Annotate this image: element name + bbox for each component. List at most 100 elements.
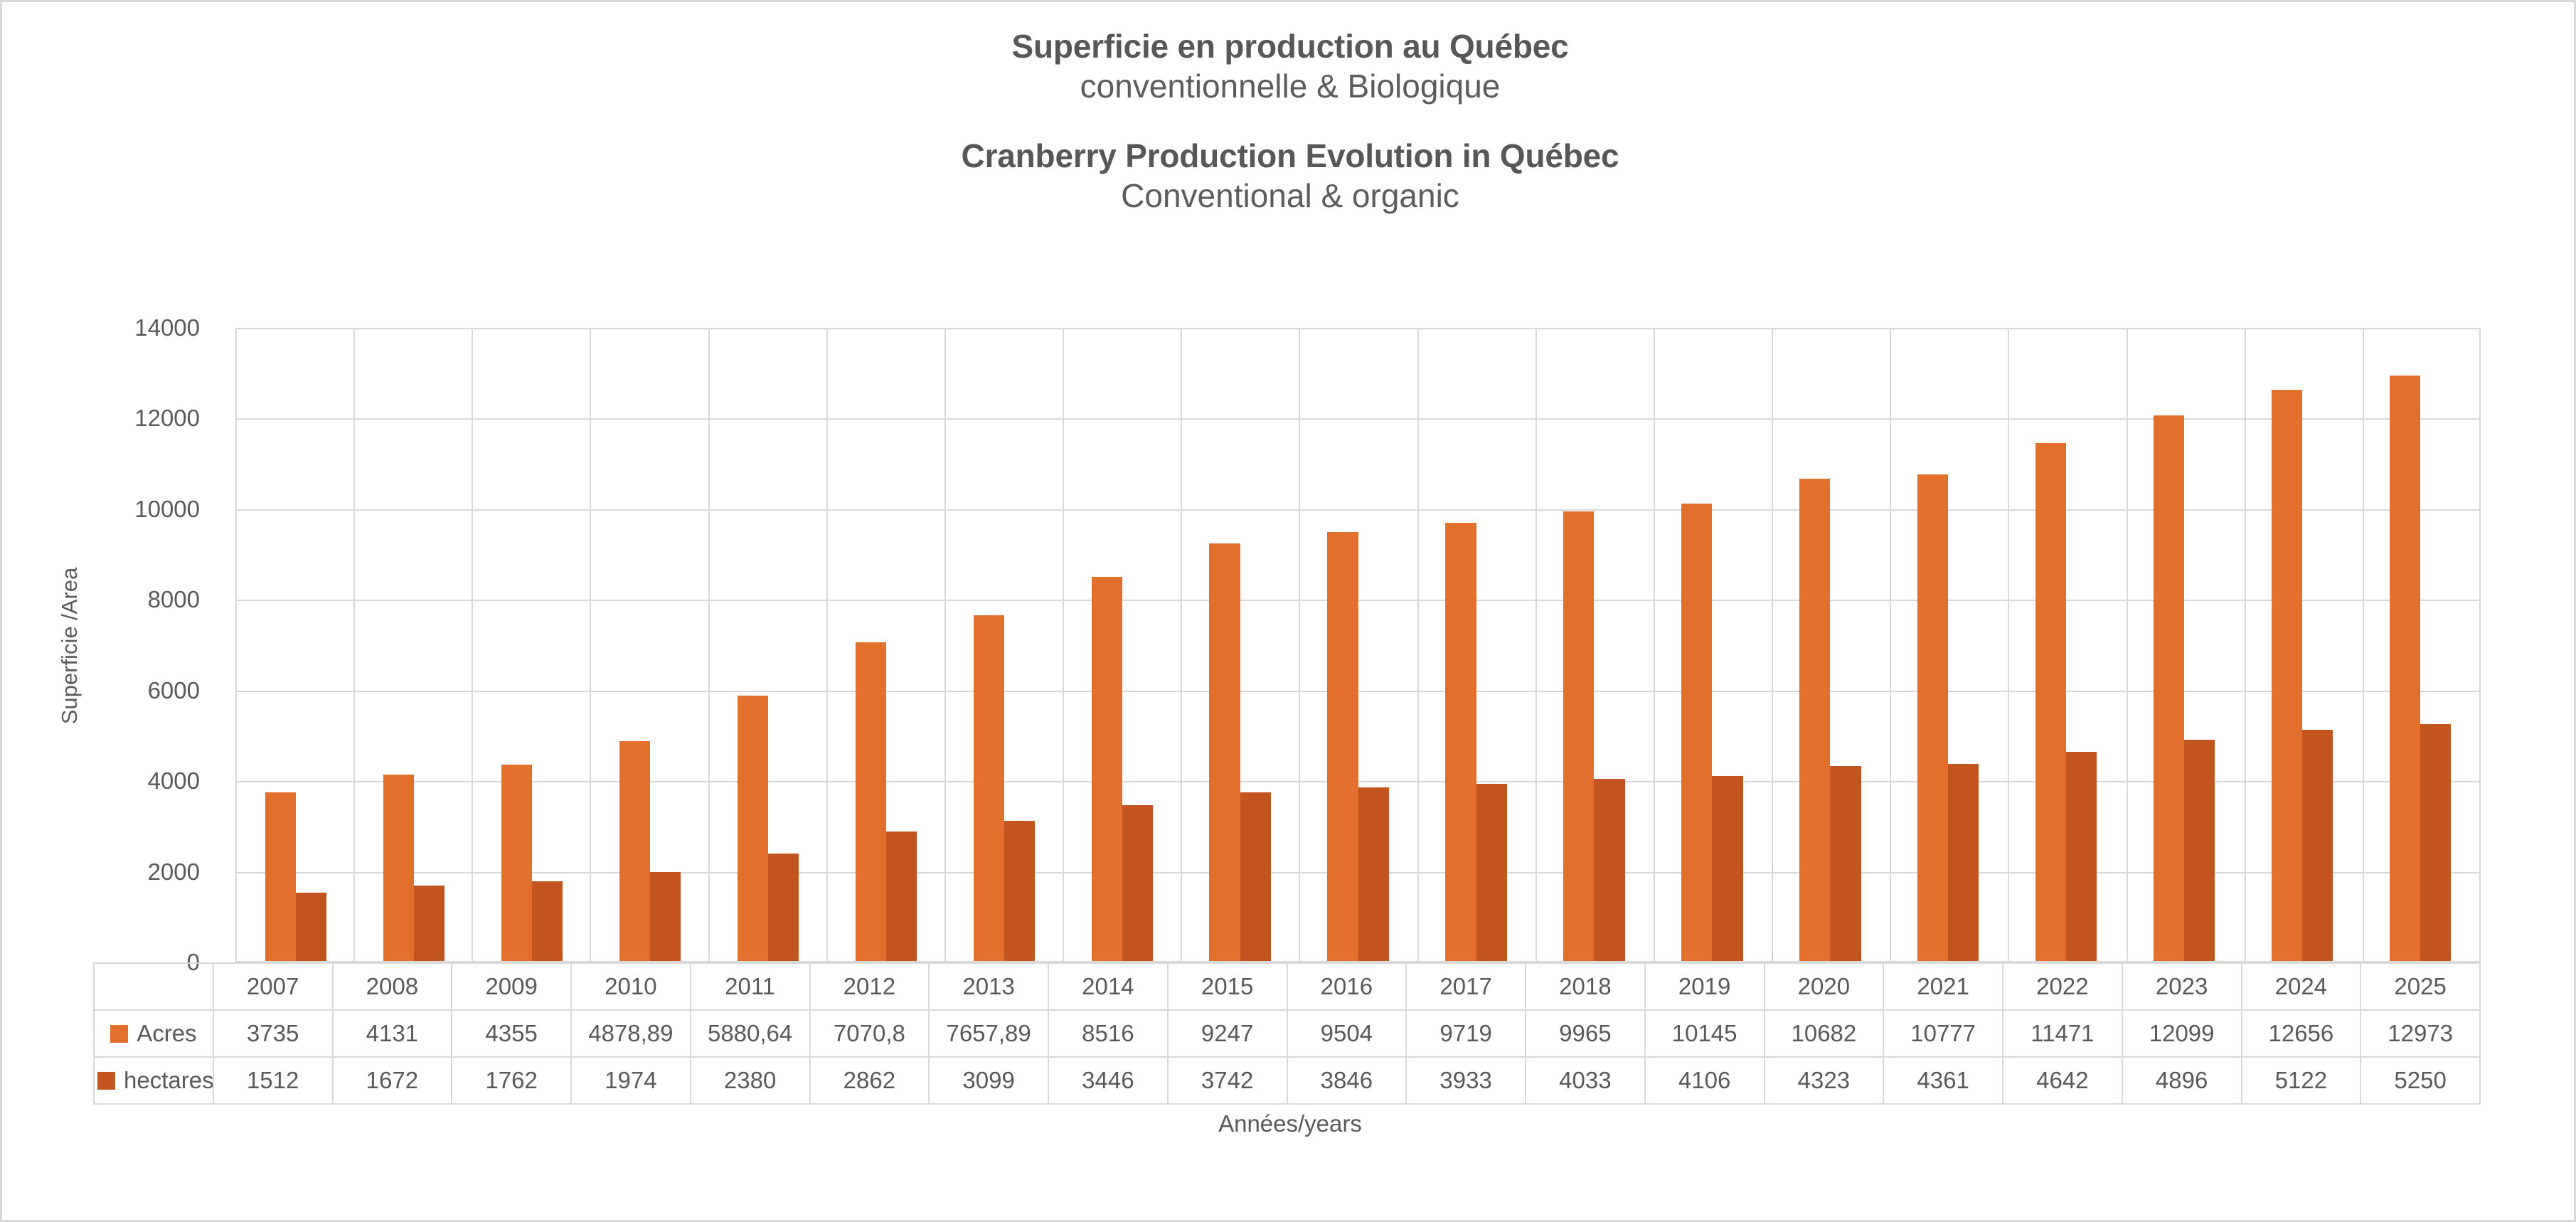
bar-hectares[interactable] [2184,740,2215,961]
table-cell-hectares: 3099 [928,1056,1049,1105]
table-cell-acres: 3735 [212,1009,334,1058]
table-cell-hectares: 3933 [1405,1056,1526,1105]
table-cell-hectares: 5122 [2240,1056,2362,1105]
table-cell-hectares: 1512 [212,1056,334,1105]
bar-group-2008 [355,329,473,961]
legend-label-hectares: hectares [124,1067,213,1093]
bar-pair [1799,329,1861,961]
bar-hectares[interactable] [1358,787,1389,961]
bar-acres[interactable] [2272,390,2303,961]
bar-acres[interactable] [1091,576,1122,961]
bar-group-2017 [1417,329,1536,961]
bar-acres[interactable] [1681,503,1713,961]
bar-hectares[interactable] [1712,775,1743,961]
bar-hectares[interactable] [767,854,799,961]
bar-acres[interactable] [1917,474,1949,961]
bar-pair [619,329,681,961]
bar-acres[interactable] [1327,532,1358,961]
bar-hectares[interactable] [885,832,917,961]
bar-acres[interactable] [973,615,1004,961]
bar-acres[interactable] [737,696,768,961]
bar-pair [1563,329,1625,961]
bar-hectares[interactable] [1240,792,1271,961]
table-cell-year: 2008 [331,962,453,1011]
legend-label-acres: Acres [137,1020,197,1046]
bar-hectares[interactable] [531,881,563,961]
bar-hectares[interactable] [1122,805,1153,961]
bar-pair [1209,329,1271,961]
horizontal-gridline [235,418,2481,420]
table-cell-hectares: 4323 [1763,1056,1885,1105]
bar-pair [501,329,563,961]
bar-group-2021 [1889,329,2007,961]
bar-acres[interactable] [2154,415,2185,961]
bar-acres[interactable] [1799,479,1831,961]
bar-acres[interactable] [383,774,414,961]
data-table-body: 2007 2008 2009 2010 2011 2012 2013 2014 2015 2016… [93,962,2481,1105]
table-corner-cell [93,962,214,1011]
bar-hectares[interactable] [1594,779,1625,961]
bar-hectares[interactable] [2066,751,2097,961]
bar-acres[interactable] [1563,511,1595,961]
vertical-gridline [2362,328,2364,962]
bar-pair [737,329,799,961]
legend-hectares[interactable]: hectares [93,1056,214,1105]
title-en-sub: Conventional & organic [1121,177,1459,215]
bar-hectares[interactable] [2420,724,2452,961]
bar-pair [1445,329,1507,961]
vertical-gridline [472,328,474,962]
bar-acres[interactable] [2035,443,2067,961]
bar-group-2018 [1535,329,1653,961]
bar-hectares[interactable] [1948,764,1979,961]
bar-acres[interactable] [2389,376,2421,961]
legend-acres[interactable]: Acres [93,1009,214,1058]
table-cell-year: 2012 [809,962,930,1011]
vertical-gridline [1890,328,1892,962]
bar-acres[interactable] [1209,543,1240,961]
bar-pair [1681,329,1743,961]
vertical-gridline [1535,328,1537,962]
bars-container [237,329,2479,961]
bar-acres[interactable] [619,740,650,961]
table-cell-acres: 7070,8 [809,1009,930,1058]
bar-group-2012 [827,329,945,961]
bar-hectares[interactable] [1004,821,1035,961]
title-fr-main: Superficie en production au Québec [1011,28,1569,65]
bar-acres[interactable] [855,642,886,961]
bar-group-2010 [591,329,709,961]
table-cell-year: 2025 [2360,962,2481,1011]
table-cell-acres: 9504 [1286,1009,1407,1058]
vertical-gridline [944,328,946,962]
vertical-gridline [1772,328,1774,962]
bar-pair [265,329,327,961]
bar-acres[interactable] [265,792,296,961]
table-cell-hectares: 4896 [2121,1056,2242,1105]
bar-hectares[interactable] [413,885,445,961]
bar-acres[interactable] [501,764,532,961]
table-cell-hectares: 4033 [1525,1056,1646,1105]
bar-hectares[interactable] [1830,765,1861,961]
table-cell-acres: 9719 [1405,1009,1526,1058]
x-axis-title: Années/years [1218,1110,1362,1137]
table-cell-acres: 12656 [2240,1009,2362,1058]
bar-hectares[interactable] [649,871,681,961]
table-cell-acres: 10777 [1883,1009,2003,1058]
table-cell-acres: 9247 [1166,1009,1288,1058]
table-row-acres: Acres 3735 4131 4355 4878,89 5880,64 7070,8 765… [93,1009,2481,1058]
y-tick-label: 10000 [134,495,200,522]
bar-hectares[interactable] [2302,730,2333,961]
vertical-gridline [1063,328,1065,962]
bar-pair [2272,329,2333,961]
bar-hectares[interactable] [1476,783,1507,961]
y-tick-label: 2000 [147,858,200,885]
table-cell-year: 2010 [570,962,691,1011]
vertical-gridline [1653,328,1655,962]
bar-group-2007 [237,329,355,961]
table-cell-hectares: 3742 [1166,1056,1288,1105]
table-cell-hectares: 1974 [570,1056,691,1105]
bar-hectares[interactable] [295,893,327,961]
vertical-gridline [826,328,828,962]
bar-pair [1091,329,1153,961]
bar-acres[interactable] [1445,522,1476,961]
